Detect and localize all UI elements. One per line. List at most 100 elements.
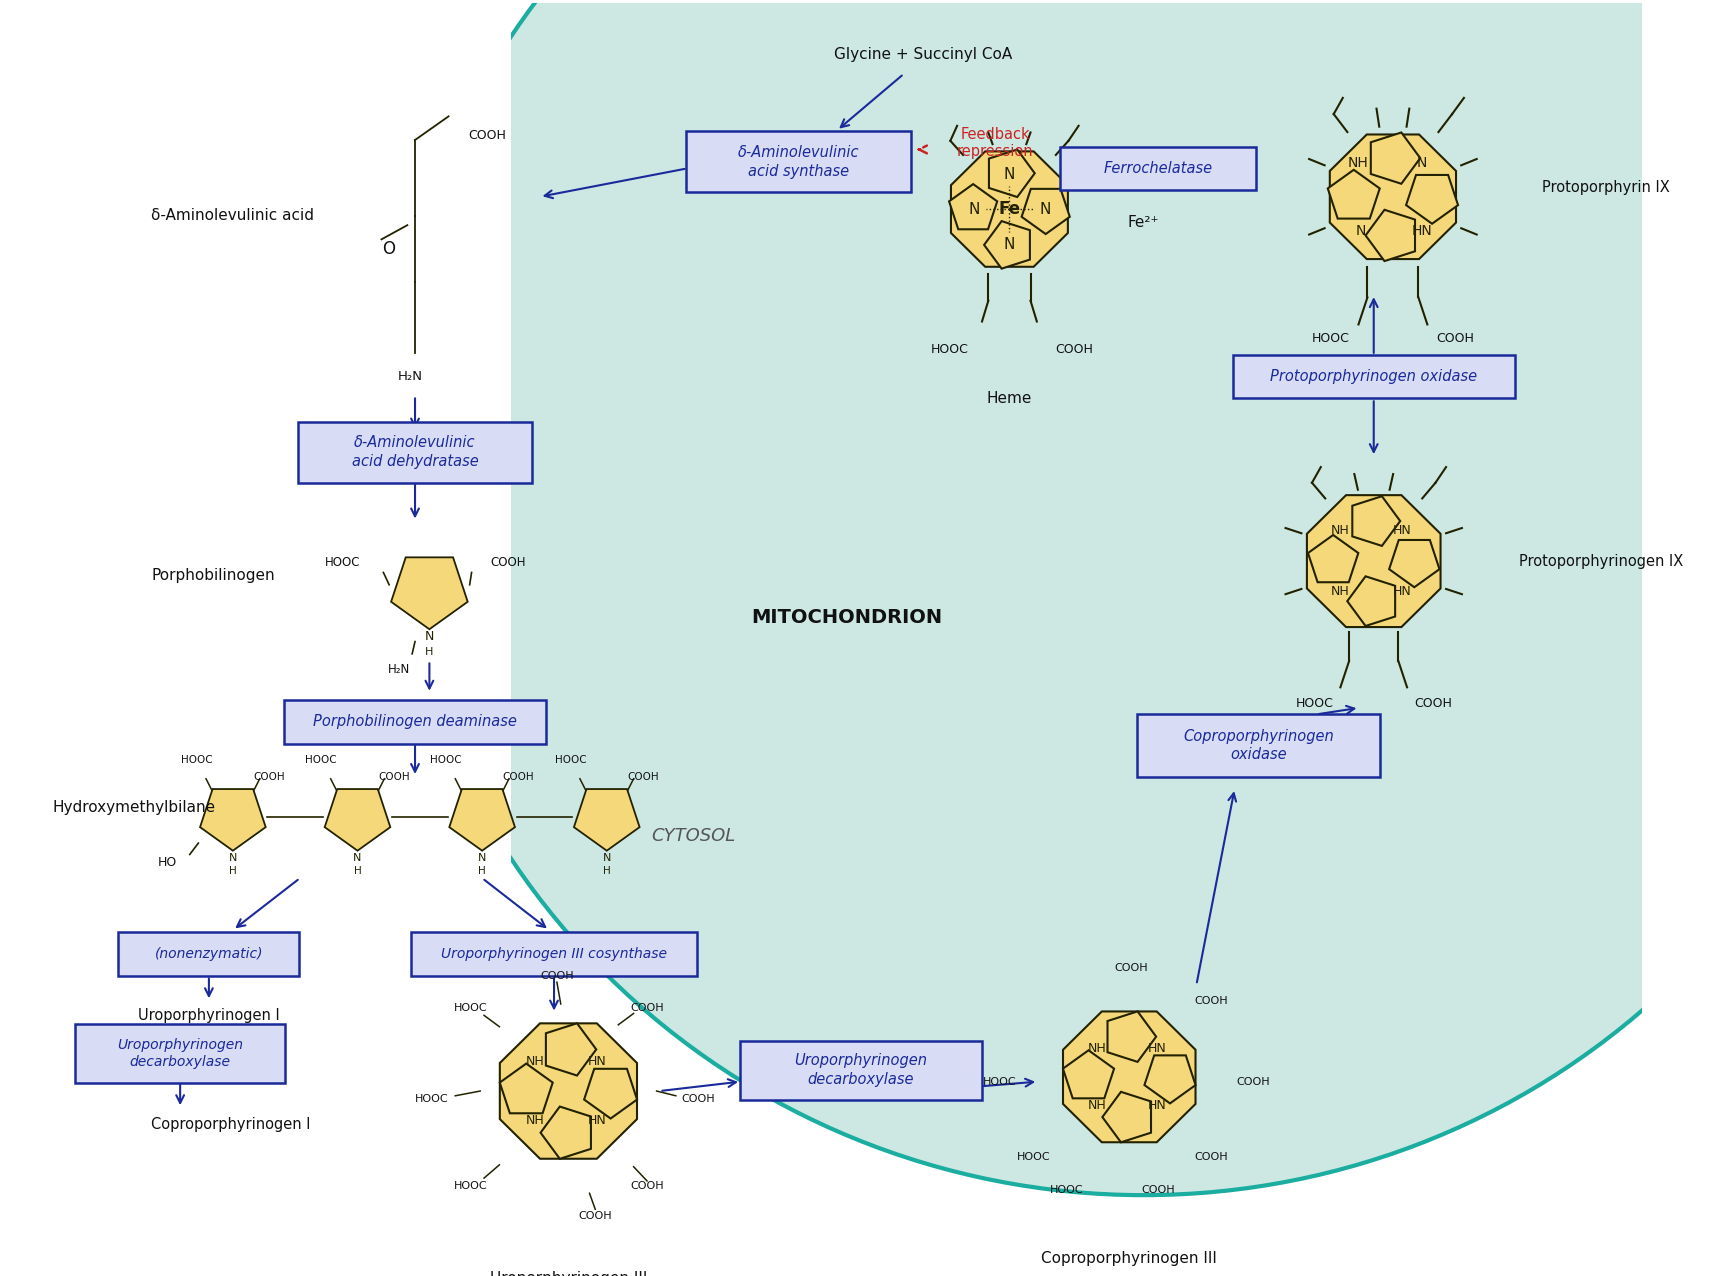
Text: COOH: COOH [253,772,286,782]
Text: NH: NH [525,1055,544,1068]
Text: N: N [354,854,363,864]
Text: Porphobilinogen: Porphobilinogen [152,568,275,583]
Text: Protoporphyrinogen oxidase: Protoporphyrinogen oxidase [1271,369,1477,384]
Text: HN: HN [1392,586,1411,598]
FancyBboxPatch shape [686,131,911,193]
Text: NH: NH [1088,1099,1106,1111]
Text: Feedback
repression: Feedback repression [956,126,1033,160]
Text: HOOC: HOOC [1050,1185,1084,1196]
Text: Coproporphyrinogen III: Coproporphyrinogen III [1041,1250,1218,1266]
Text: Protoporphyrin IX: Protoporphyrin IX [1541,180,1669,195]
Text: Porphobilinogen deaminase: Porphobilinogen deaminase [313,715,516,730]
Text: COOH: COOH [1194,997,1228,1007]
Polygon shape [1103,1092,1151,1142]
Text: HN: HN [1147,1042,1166,1055]
Polygon shape [1306,495,1440,627]
Text: Fe²⁺: Fe²⁺ [1129,214,1159,230]
Text: NH: NH [1347,156,1368,170]
Text: δ-Aminolevulinic
acid dehydratase: δ-Aminolevulinic acid dehydratase [352,435,479,470]
Text: COOH: COOH [578,1211,612,1221]
Polygon shape [392,558,469,629]
Text: COOH: COOH [628,772,658,782]
Text: N: N [1004,236,1016,251]
Polygon shape [1347,577,1395,627]
Text: HN: HN [1412,223,1433,237]
FancyBboxPatch shape [1060,147,1255,190]
Text: COOH: COOH [682,1094,715,1104]
Text: HOOC: HOOC [983,1077,1016,1087]
Text: N: N [602,854,610,864]
FancyBboxPatch shape [75,1023,286,1082]
Polygon shape [1366,209,1414,262]
Text: COOH: COOH [1141,1185,1175,1196]
FancyBboxPatch shape [118,931,299,976]
Text: HOOC: HOOC [554,755,587,764]
Text: COOH: COOH [540,971,575,980]
FancyBboxPatch shape [1233,355,1515,398]
Text: COOH: COOH [631,1003,663,1013]
Polygon shape [1330,134,1455,259]
Text: HN: HN [588,1055,607,1068]
Text: HOOC: HOOC [1312,332,1349,346]
Text: HOOC: HOOC [325,556,361,569]
Text: Ferrochelatase: Ferrochelatase [1103,161,1212,176]
Text: H₂N: H₂N [398,370,422,383]
Polygon shape [1406,175,1459,223]
Text: H₂N: H₂N [388,664,410,676]
FancyBboxPatch shape [284,701,547,744]
Text: HOOC: HOOC [306,755,337,764]
Polygon shape [1353,496,1400,546]
Polygon shape [200,789,265,851]
Text: Uroporphyrinogen
decarboxylase: Uroporphyrinogen decarboxylase [118,1037,243,1069]
Text: CYTOSOL: CYTOSOL [652,827,735,845]
Text: Uroporphyrinogen
decarboxylase: Uroporphyrinogen decarboxylase [795,1054,927,1087]
Text: COOH: COOH [378,772,410,782]
Text: NH: NH [1088,1042,1106,1055]
Text: COOH: COOH [1194,1152,1228,1162]
FancyBboxPatch shape [410,931,698,976]
Polygon shape [1308,535,1358,582]
Text: Uroporphyrinogen III: Uroporphyrinogen III [489,1271,646,1276]
Text: HO: HO [157,855,178,869]
Text: Coproporphyrinogen I: Coproporphyrinogen I [152,1116,311,1132]
Text: COOH: COOH [1115,963,1147,974]
Text: O: O [381,240,395,258]
Text: δ-Aminolevulinic acid: δ-Aminolevulinic acid [152,208,315,223]
Polygon shape [499,1023,638,1159]
Text: HOOC: HOOC [453,1180,487,1191]
Text: N: N [1040,202,1050,217]
Polygon shape [1064,1012,1195,1142]
Polygon shape [1327,170,1380,218]
Text: COOH: COOH [1436,332,1474,346]
Text: H: H [229,865,236,875]
FancyBboxPatch shape [740,1041,982,1100]
Text: HN: HN [1392,524,1411,537]
Polygon shape [540,1106,592,1159]
Text: N: N [479,854,486,864]
Polygon shape [1144,1055,1195,1104]
FancyBboxPatch shape [298,422,532,482]
Polygon shape [499,1064,552,1113]
Text: MITOCHONDRION: MITOCHONDRION [751,609,942,628]
Text: HOOC: HOOC [1016,1152,1050,1162]
Text: COOH: COOH [1055,343,1094,356]
Text: N: N [424,630,434,643]
Text: N: N [229,854,238,864]
Text: NH: NH [1330,586,1349,598]
Ellipse shape [386,0,1710,1196]
Text: COOH: COOH [469,129,506,142]
Text: COOH: COOH [491,556,525,569]
Text: H: H [426,647,434,657]
Polygon shape [1021,189,1070,234]
Text: Uroporphyrinogen I: Uroporphyrinogen I [139,1008,280,1023]
Text: HN: HN [1147,1099,1166,1111]
Bar [3,3,511,1210]
Text: HOOC: HOOC [181,755,212,764]
Text: N: N [1356,223,1366,237]
Text: N: N [1004,167,1016,181]
Polygon shape [545,1023,597,1076]
Text: HOOC: HOOC [1296,697,1334,709]
Text: Protoporphyrinogen IX: Protoporphyrinogen IX [1520,554,1684,569]
Text: H: H [479,865,486,875]
Text: NH: NH [1330,524,1349,537]
